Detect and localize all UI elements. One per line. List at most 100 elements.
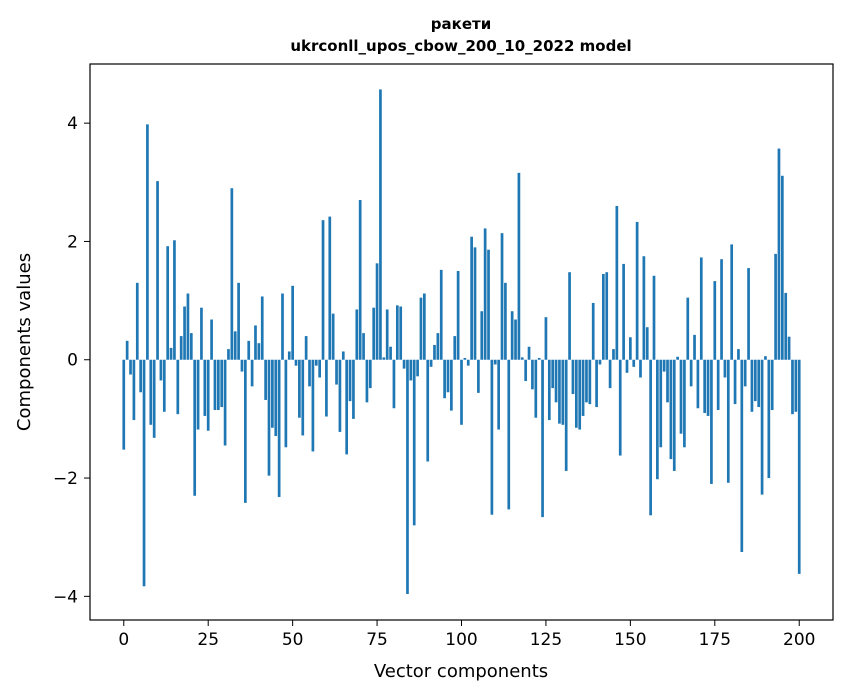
bar [260, 296, 264, 360]
bar [227, 349, 230, 360]
bar [385, 309, 389, 360]
bar [645, 327, 649, 360]
bar [504, 282, 507, 360]
bar [254, 325, 257, 360]
bar [635, 221, 639, 360]
bar [490, 359, 494, 515]
bar [737, 349, 740, 360]
bar [355, 309, 359, 360]
bar [412, 359, 416, 526]
bar [216, 359, 220, 411]
bar [564, 359, 568, 471]
bar [797, 359, 801, 574]
bar [379, 89, 382, 360]
bar [169, 347, 173, 360]
bar [568, 272, 571, 360]
bar [240, 359, 244, 372]
bar [196, 359, 200, 430]
bar [510, 311, 514, 360]
bar [321, 220, 325, 360]
bar [287, 351, 291, 360]
bar [213, 359, 217, 411]
bar [439, 269, 443, 360]
bar [622, 263, 625, 360]
bar [301, 359, 305, 436]
bar [206, 359, 210, 431]
bar [250, 359, 254, 387]
x-tick-label: 50 [282, 630, 304, 650]
bar [612, 349, 615, 360]
bar [159, 359, 163, 381]
bar [358, 200, 362, 360]
bar [406, 359, 409, 594]
bar [345, 359, 349, 455]
bar [642, 256, 646, 360]
bar [726, 359, 730, 483]
bar [743, 359, 747, 387]
bar [672, 359, 676, 471]
bar [473, 247, 477, 360]
bar [294, 359, 298, 366]
bar [162, 359, 166, 412]
x-axis-ticks: 0 25 50 75 100 125 150 175 200 [118, 620, 815, 650]
bar [588, 359, 592, 405]
bar [605, 272, 609, 360]
bar [794, 359, 798, 412]
bar [713, 281, 717, 360]
bar [500, 233, 504, 360]
bar [318, 359, 321, 378]
y-tick-label: 4 [67, 114, 78, 134]
bar [362, 333, 365, 360]
bar [179, 336, 183, 360]
bar [372, 307, 376, 360]
bar [632, 359, 636, 367]
bar [429, 359, 433, 367]
bar [764, 356, 767, 360]
bar [716, 359, 720, 411]
bar [183, 306, 186, 360]
bar [537, 357, 541, 360]
bar [271, 359, 274, 428]
x-tick-label: 125 [530, 630, 562, 650]
bar [274, 359, 278, 437]
bar [129, 359, 132, 375]
bar [443, 359, 446, 399]
x-tick-label: 0 [118, 630, 129, 650]
bar [264, 359, 267, 400]
bar [774, 253, 777, 360]
bar [375, 263, 379, 360]
x-tick-label: 200 [783, 630, 815, 650]
bar [331, 313, 335, 360]
bar [453, 336, 457, 360]
bar [733, 359, 737, 405]
bar [328, 216, 332, 360]
bar [791, 359, 794, 415]
bar [341, 351, 345, 360]
bar [200, 307, 203, 360]
bar [784, 292, 788, 360]
bar [656, 359, 659, 480]
x-axis-label: Vector components [374, 661, 548, 682]
bar [156, 181, 159, 360]
bar [402, 359, 406, 369]
chart-subtitle: ukrconll_upos_cbow_200_10_2022 model [290, 37, 631, 55]
bar [649, 359, 652, 516]
bar [233, 331, 237, 360]
bar [558, 359, 561, 424]
bar [666, 359, 669, 403]
bar [368, 359, 372, 389]
bar [247, 340, 251, 360]
bar [223, 359, 227, 446]
bar [166, 246, 170, 360]
bar [395, 305, 399, 360]
bar [173, 240, 176, 360]
bar [335, 359, 338, 385]
bar [608, 359, 612, 389]
bar [203, 359, 207, 416]
bar [534, 359, 538, 418]
bar [220, 359, 224, 408]
bar [679, 359, 683, 434]
bar [426, 359, 430, 462]
bar [686, 297, 690, 360]
